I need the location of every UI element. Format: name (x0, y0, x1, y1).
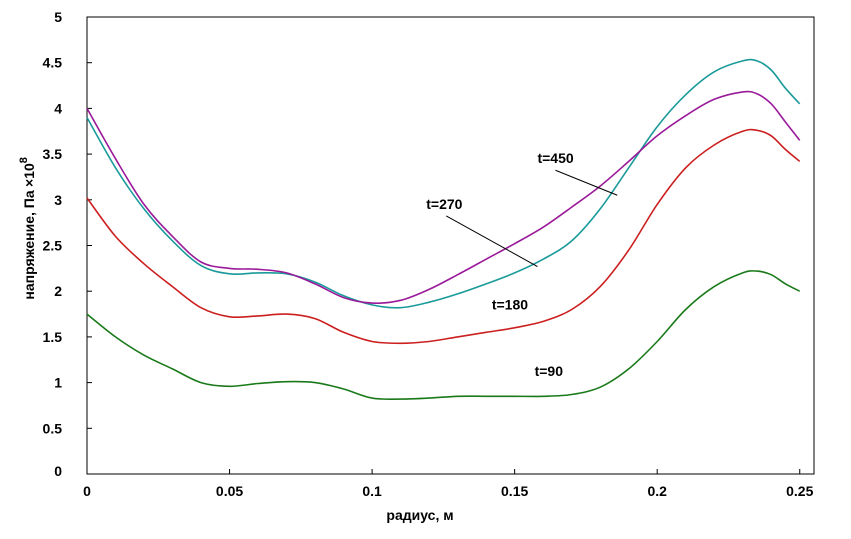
y-tick-label: 1 (54, 375, 62, 391)
y-tick-label: 4 (54, 100, 62, 116)
y-tick-label: 2 (54, 283, 62, 299)
series-label: t=450 (537, 150, 573, 166)
x-tick-label: 0.2 (647, 483, 667, 499)
y-tick-label: 3 (54, 192, 62, 208)
y-axis-multiplier: ×108 (18, 157, 37, 187)
y-tick-label: 0 (54, 463, 62, 479)
x-tick-label: 0.25 (786, 483, 813, 499)
y-tick-label: 3.5 (43, 146, 63, 162)
plot-frame (86, 16, 815, 475)
series-label: t=90 (535, 363, 564, 379)
x-tick-label: 0.15 (501, 483, 528, 499)
series-group (86, 58, 801, 401)
y-axis-ticks: 0 0.5 1 1.5 2 2.5 3 3.5 4 4.5 5 (43, 9, 92, 479)
y-axis-title: напряжение, Па (21, 190, 37, 299)
series-line-t270 (86, 58, 801, 309)
series-labels: t=90 t=180 t=270 t=450 (426, 150, 618, 379)
y-tick-label: 4.5 (43, 55, 63, 71)
label-pointer-line (555, 169, 618, 196)
y-tick-label: 2.5 (43, 238, 63, 254)
y-tick-label: 0.5 (43, 420, 63, 436)
series-line-t180 (86, 128, 801, 345)
x-tick-label: 0.1 (362, 483, 382, 499)
label-pointer-line (446, 215, 538, 267)
series-line-t90 (86, 270, 801, 401)
series-label: t=270 (426, 196, 462, 212)
x-tick-label: 0 (83, 483, 91, 499)
series-line-t450 (86, 90, 801, 304)
x-axis-ticks: 0 0.05 0.1 0.15 0.2 0.25 (83, 469, 814, 499)
x-axis-title: радиус, м (386, 507, 453, 523)
x-tick-label: 0.05 (216, 483, 243, 499)
y-tick-label: 5 (54, 9, 62, 25)
series-label: t=180 (492, 296, 528, 312)
y-tick-label: 1.5 (43, 329, 63, 345)
